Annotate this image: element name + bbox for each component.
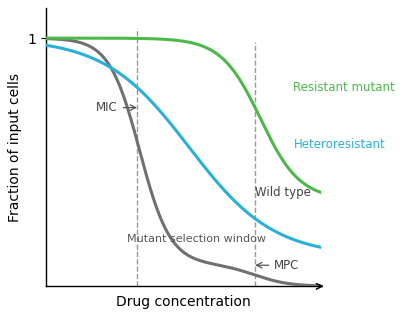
Text: MIC: MIC [96,101,118,114]
Text: MPC: MPC [274,259,300,272]
Y-axis label: Fraction of input cells: Fraction of input cells [8,73,22,222]
Text: Wild type: Wild type [255,185,311,198]
Text: Mutant selection window: Mutant selection window [126,234,266,244]
Text: Heteroresistant: Heteroresistant [294,138,385,151]
X-axis label: Drug concentration: Drug concentration [116,295,251,309]
Text: Resistant mutant: Resistant mutant [294,81,395,94]
